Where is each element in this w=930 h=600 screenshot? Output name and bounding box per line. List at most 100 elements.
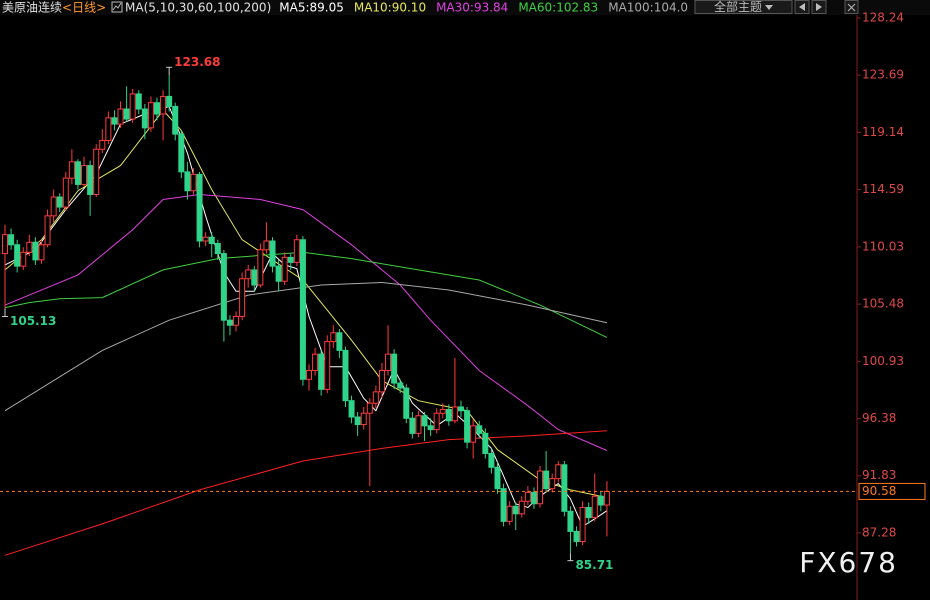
candle-body	[506, 505, 513, 522]
theme-button-label: 全部主题	[714, 0, 762, 14]
candle-body	[537, 470, 544, 505]
legend-entry: MA30:93.84	[436, 1, 508, 15]
candle-body	[26, 241, 33, 253]
candle-body	[415, 415, 422, 434]
candle-body	[524, 491, 531, 502]
candle-body	[591, 495, 598, 519]
legend-entry: MA5:89.05	[279, 1, 344, 15]
candle-body	[32, 241, 39, 261]
chart-title: 美原油连续	[2, 0, 62, 15]
y-tick-label: 114.59	[862, 182, 904, 196]
theme-button[interactable]	[694, 0, 793, 14]
candle-body	[74, 161, 81, 185]
candle-body	[549, 478, 556, 490]
candle-body	[202, 236, 209, 242]
candle-body	[336, 332, 343, 351]
close-icon	[847, 3, 856, 12]
candle-body	[293, 239, 300, 263]
dropdown-arrow	[765, 5, 773, 10]
candle-body	[275, 265, 282, 282]
candle-body	[342, 349, 349, 402]
candle-body	[154, 102, 160, 115]
candle-body	[312, 353, 319, 371]
candle-body	[281, 256, 288, 282]
y-tick-label: 128.24	[862, 10, 904, 24]
y-tick-label: 110.03	[862, 239, 904, 253]
candle-body	[245, 269, 252, 280]
ma-line	[4, 193, 608, 451]
candle-body	[214, 243, 221, 255]
candle-body	[160, 95, 167, 115]
candle-body	[68, 161, 75, 179]
candle-body	[105, 117, 112, 141]
candle-body	[324, 341, 331, 390]
candle-body	[409, 417, 416, 434]
candle-body	[439, 408, 446, 414]
indicator-icon[interactable]	[111, 1, 123, 13]
candle-body	[543, 470, 550, 490]
legend-entry: MA60:102.83	[518, 1, 598, 15]
candle-body	[62, 177, 69, 208]
candle-body	[208, 236, 215, 245]
candle-body	[251, 269, 258, 286]
candle-body	[2, 234, 8, 255]
last-price-label: 90.58	[862, 484, 896, 498]
candle-body	[518, 500, 525, 515]
candle-body	[38, 244, 45, 261]
candle-body	[445, 408, 452, 422]
candle-body	[50, 196, 57, 217]
y-tick-label: 96.38	[862, 411, 896, 425]
prev-arrow	[799, 3, 805, 11]
candle-body	[8, 234, 15, 246]
indicator-label: MA(5,10,30,60,100,200)	[125, 1, 271, 15]
candle-body	[348, 400, 355, 418]
candle-body	[397, 382, 404, 389]
indicator-icon-line	[112, 2, 122, 11]
candle-body	[433, 412, 440, 431]
annotation-label: 85.71	[575, 558, 613, 572]
candle-body	[530, 491, 537, 505]
candle-body	[220, 253, 227, 321]
candle-body	[458, 406, 464, 412]
last-price-box	[858, 482, 926, 500]
candle-body	[555, 464, 562, 480]
candle-body	[476, 425, 483, 434]
candle-body	[330, 332, 337, 343]
candle-body	[385, 353, 392, 371]
candle-body	[178, 133, 185, 173]
candle-body	[14, 244, 21, 267]
candle-body	[269, 240, 276, 267]
annotation-label: 105.13	[10, 314, 56, 328]
y-tick-label: 123.69	[862, 68, 904, 82]
candle-body	[512, 505, 519, 515]
candle-body	[579, 507, 586, 542]
y-tick-label: 105.48	[862, 297, 904, 311]
candle-body	[299, 239, 306, 380]
candle-body	[585, 507, 592, 519]
candle-body	[99, 139, 106, 150]
candle-body	[597, 495, 604, 506]
candle-body	[135, 93, 142, 110]
candle-body	[129, 93, 136, 120]
candle-body	[561, 464, 568, 512]
watermark: FX678	[799, 546, 898, 579]
y-tick-label: 91.83	[862, 468, 896, 482]
candle-body	[141, 108, 148, 129]
y-tick-label: 87.28	[862, 525, 896, 539]
candle-body	[166, 95, 173, 107]
candle-body	[196, 173, 203, 242]
period: <日线>	[62, 1, 106, 15]
candle-body	[451, 406, 458, 422]
candle-body	[500, 488, 507, 522]
candle-body	[117, 108, 124, 125]
candle-body	[263, 240, 270, 251]
ma-line	[4, 281, 608, 412]
legend: MA5:89.05 MA10:90.10 MA30:93.84 MA60:102.83…	[279, 1, 688, 15]
candle-body	[378, 369, 385, 393]
candle-body	[226, 319, 233, 326]
y-tick-label: 119.14	[862, 125, 904, 139]
candle-body	[421, 415, 428, 427]
candle-body	[190, 173, 197, 192]
